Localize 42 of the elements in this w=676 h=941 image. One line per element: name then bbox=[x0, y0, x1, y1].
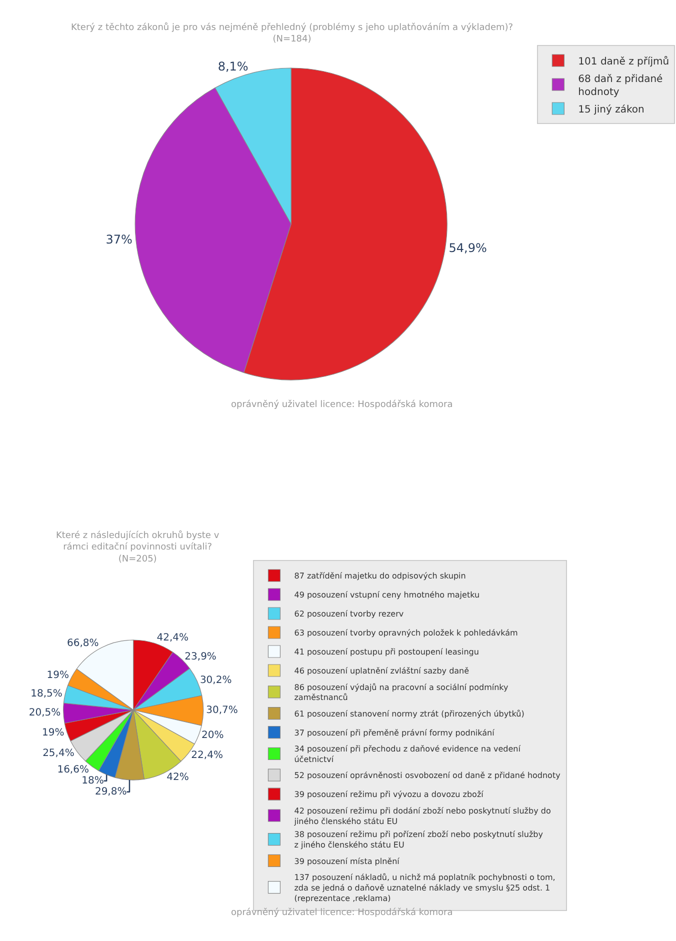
chart-title: Které z následujících okruhů byste v rámci editační povinnosti uvítali? (N=205) bbox=[56, 530, 220, 564]
data-label: 23,9% bbox=[184, 651, 216, 662]
legend-label: 61 posouzení stanovení normy ztrát (přirozených úbytků) bbox=[294, 709, 524, 718]
legend-label: 39 posouzení režimu při vývozu a dovozu zboží bbox=[294, 790, 484, 800]
data-label: 8,1% bbox=[218, 59, 248, 74]
legend-label: 137 posouzení nákladů, u nichž má poplatník pochybnosti o tom, zda se jedná o daňově uznatelné náklady ve smyslu §25 odst. 1 (reprezentace ,reklama) bbox=[294, 873, 556, 903]
data-label: 16,6% bbox=[57, 764, 89, 776]
legend-label: 68 daň z přidané hodnoty bbox=[578, 74, 663, 98]
legend-label: 41 posouzení postupu při postoupení leasingu bbox=[294, 648, 479, 657]
legend-label: 86 posouzení výdajů na pracovní a sociální podmínky zaměstnanců bbox=[294, 682, 509, 702]
chart-title: Který z těchto zákonů je pro vás nejméně přehledný (problémy s jeho uplatňováním a výkladem)? (N=184) bbox=[71, 22, 514, 45]
data-label: 20,5% bbox=[28, 708, 61, 719]
data-label: 29,8% bbox=[94, 786, 127, 798]
data-label: 18,5% bbox=[30, 688, 62, 700]
data-label: 30,2% bbox=[200, 674, 232, 686]
legend-label: 52 posouzení oprávněnosti osvobození od daně z přidané hodnoty bbox=[294, 771, 561, 780]
text: oprávněný uživatel licence: Hospodářská komora bbox=[231, 907, 453, 918]
legend-label: 87 zatřídění majetku do odpisových skupin bbox=[294, 572, 466, 581]
data-label: 22,4% bbox=[191, 750, 223, 761]
text: oprávněný uživatel licence: Hospodářská komora bbox=[231, 399, 453, 410]
data-label: 19% bbox=[42, 727, 64, 738]
data-label: 30,7% bbox=[206, 705, 238, 716]
legend-label: 46 posouzení uplatnění zvláštní sazby daně bbox=[294, 666, 470, 676]
legend-label: 49 posouzení vstupní ceny hmotného majetku bbox=[294, 590, 480, 600]
legend-label: 39 posouzení místa plnění bbox=[294, 856, 400, 866]
legend-label: 34 posouzení při přechodu z daňové evidence na vedení účetnictví bbox=[294, 744, 522, 764]
legend-label: 15 jiný zákon bbox=[578, 104, 644, 116]
legend-label: 63 posouzení tvorby opravných položek k pohledávkám bbox=[294, 628, 518, 638]
legend-label: 37 posouzení při přeměně právní formy podnikání bbox=[294, 728, 496, 738]
data-label: 18% bbox=[82, 775, 104, 786]
data-label: 37% bbox=[106, 232, 132, 247]
data-label: 42% bbox=[166, 772, 189, 783]
legend-label: 101 daně z příjmů bbox=[578, 55, 670, 68]
legend-label: 42 posouzení režimu při dodání zboží nebo poskytnutí služby do jiného členského státu EU bbox=[293, 806, 551, 826]
data-label: 19% bbox=[46, 670, 69, 682]
legend-label: 62 posouzení tvorby rezerv bbox=[294, 610, 404, 619]
legend-label: 38 posouzení režimu při pořízení zboží nebo poskytnutí služby z jiného členského státu EU bbox=[294, 830, 544, 850]
data-label: 66,8% bbox=[67, 638, 99, 649]
data-label: 54,9% bbox=[448, 241, 487, 256]
data-label: 20% bbox=[201, 730, 224, 742]
data-label: 25,4% bbox=[42, 748, 74, 760]
data-label: 42,4% bbox=[156, 632, 189, 644]
